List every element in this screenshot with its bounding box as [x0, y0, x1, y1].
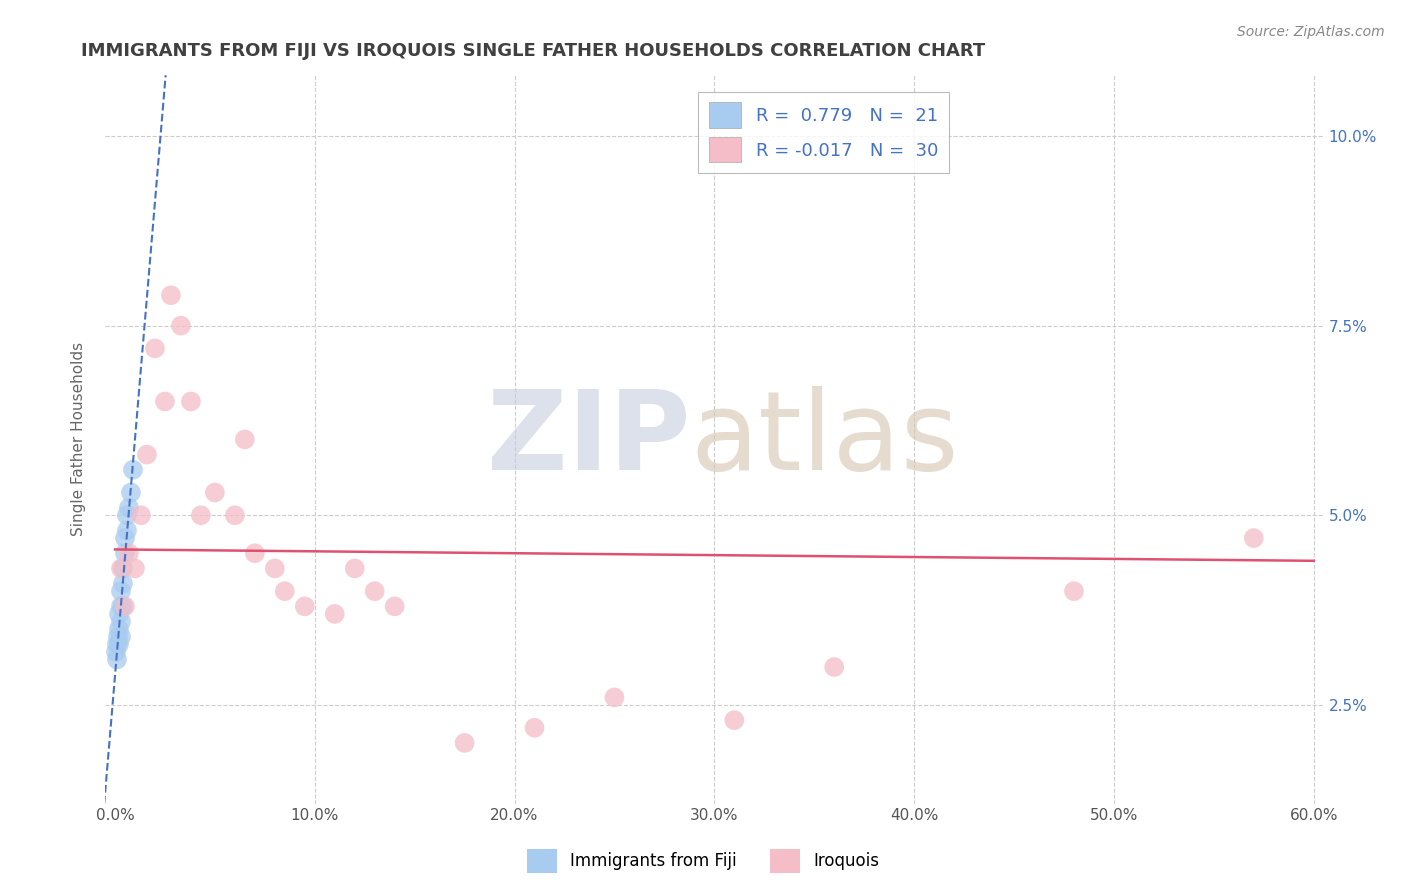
- Point: [129, 508, 152, 523]
- Point: [105, 652, 128, 666]
- Point: [110, 615, 132, 629]
- Point: [204, 485, 226, 500]
- Point: [114, 546, 136, 560]
- Point: [110, 630, 132, 644]
- Point: [343, 561, 366, 575]
- Point: [122, 463, 145, 477]
- Point: [111, 561, 134, 575]
- Point: [105, 637, 128, 651]
- Point: [124, 561, 146, 575]
- Point: [114, 599, 136, 614]
- Point: [384, 599, 406, 614]
- Point: [263, 561, 285, 575]
- Point: [118, 500, 141, 515]
- Text: atlas: atlas: [690, 386, 959, 493]
- Point: [294, 599, 316, 614]
- Legend: R =  0.779   N =  21, R = -0.017   N =  30: R = 0.779 N = 21, R = -0.017 N = 30: [697, 92, 949, 173]
- Point: [224, 508, 246, 523]
- Point: [108, 622, 131, 636]
- Point: [104, 645, 127, 659]
- Point: [453, 736, 475, 750]
- Point: [603, 690, 626, 705]
- Point: [823, 660, 845, 674]
- Point: [274, 584, 297, 599]
- Point: [1243, 531, 1265, 545]
- Point: [118, 546, 141, 560]
- Point: [108, 637, 131, 651]
- Point: [120, 485, 142, 500]
- Point: [160, 288, 183, 302]
- Point: [115, 508, 138, 523]
- Text: Source: ZipAtlas.com: Source: ZipAtlas.com: [1237, 25, 1385, 39]
- Point: [233, 433, 256, 447]
- Point: [136, 448, 159, 462]
- Point: [114, 531, 136, 545]
- Point: [1063, 584, 1085, 599]
- Text: IMMIGRANTS FROM FIJI VS IROQUOIS SINGLE FATHER HOUSEHOLDS CORRELATION CHART: IMMIGRANTS FROM FIJI VS IROQUOIS SINGLE …: [80, 42, 984, 60]
- Point: [115, 524, 138, 538]
- Point: [364, 584, 387, 599]
- Text: ZIP: ZIP: [486, 386, 690, 493]
- Point: [723, 713, 745, 727]
- Point: [190, 508, 212, 523]
- Point: [110, 584, 132, 599]
- Point: [180, 394, 202, 409]
- Legend: Immigrants from Fiji, Iroquois: Immigrants from Fiji, Iroquois: [520, 842, 886, 880]
- Point: [170, 318, 193, 333]
- Point: [107, 630, 129, 644]
- Point: [153, 394, 176, 409]
- Point: [108, 607, 131, 621]
- Y-axis label: Single Father Households: Single Father Households: [72, 343, 86, 536]
- Point: [111, 599, 134, 614]
- Point: [110, 561, 132, 575]
- Point: [323, 607, 346, 621]
- Point: [243, 546, 266, 560]
- Point: [110, 599, 132, 614]
- Point: [143, 342, 166, 356]
- Point: [523, 721, 546, 735]
- Point: [111, 576, 134, 591]
